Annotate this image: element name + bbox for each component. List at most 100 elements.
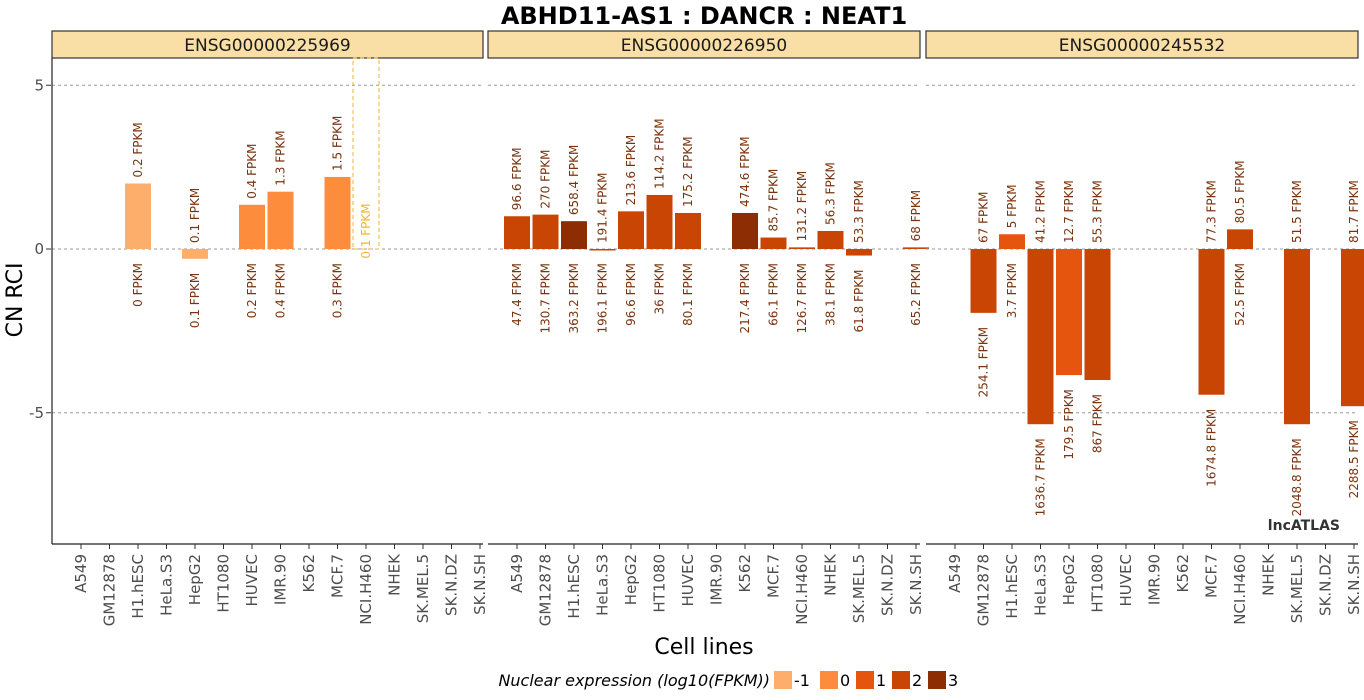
x-tick-label: H1.hESC [565,554,583,619]
y-axis-label: CN RCI [3,263,28,338]
y-tick-label: 5 [34,76,44,94]
bar [903,247,929,249]
x-tick-label: SK.N.SH [471,554,489,615]
x-tick-label: GM12878 [537,554,555,626]
x-tick-label: GM12878 [101,554,119,626]
chart-title: ABHD11-AS1 : DANCR : NEAT1 [501,2,907,30]
x-tick-label: HT1080 [651,554,669,613]
legend-swatch [856,671,874,689]
bar [675,212,701,249]
bar-label-cytoplasmic: 363.2 FPKM [567,263,581,334]
bar-label-cytoplasmic: 65.2 FPKM [909,263,923,326]
bar-label-nuclear: 81.7 FPKM [1347,180,1361,243]
bar [760,237,787,249]
bar-label-cytoplasmic: 36 FPKM [653,263,667,314]
bar-label-nuclear: 5 FPKM [1005,184,1019,228]
bar-label-cytoplasmic: 2048.8 FPKM [1290,438,1304,516]
bar-label-cytoplasmic: 0.2 FPKM [245,263,259,318]
x-tick-label: H1.hESC [1003,554,1021,619]
bar [267,191,294,249]
x-tick-label: SK.MEL.5 [1288,554,1306,623]
x-tick-label: HT1080 [1089,554,1107,613]
bar-label-cytoplasmic: 1674.8 FPKM [1205,409,1219,487]
bar-label-cytoplasmic: 96.6 FPKM [624,263,638,326]
bar-label-nuclear: 191.4 FPKM [596,172,610,243]
x-tick-label: MCF.7 [1203,554,1221,598]
bar [999,234,1025,249]
x-tick-label: NHEK [1260,553,1278,596]
legend-label: 3 [948,671,958,690]
bar-label-nuclear: 114.2 FPKM [653,118,667,189]
bar [970,249,997,313]
legend-swatch [774,671,792,689]
x-tick-label: IMR.90 [272,554,290,605]
x-tick-label: SK.N.DZ [1317,554,1335,616]
bar [618,211,644,249]
bar-label-cytoplasmic: 867 FPKM [1091,394,1105,453]
x-tick-label: A549 [946,554,964,593]
x-tick-label: HepG2 [186,554,204,605]
bar-label-outlined: 0.1 FPKM [359,203,373,258]
x-tick-label: SK.MEL.5 [414,554,432,623]
bar-label-nuclear: 1.5 FPKM [331,116,345,171]
bar-label-nuclear: 41.2 FPKM [1034,180,1048,243]
bar-label-nuclear: 67 FPKM [977,192,991,243]
bar [1341,249,1364,407]
bar-label-nuclear: 474.6 FPKM [738,136,752,207]
bar [817,230,844,249]
x-tick-label: HT1080 [215,554,233,613]
bar-label-cytoplasmic: 38.1 FPKM [824,263,838,326]
x-tick-label: HepG2 [1060,554,1078,605]
bar [1084,249,1111,380]
bar-label-cytoplasmic: 80.1 FPKM [681,263,695,326]
x-tick-label: HeLa.S3 [1032,554,1050,616]
panel-strip [925,30,1359,59]
x-tick-label: A549 [72,554,90,593]
y-tick-label: -5 [29,404,44,422]
bar [646,194,673,249]
x-tick-label: NCI.H460 [793,554,811,625]
x-tick-label: SK.N.DZ [879,554,897,616]
bar [239,204,265,249]
x-tick-label: SK.N.SH [907,554,925,615]
x-tick-label: MCF.7 [765,554,783,598]
bar [1198,249,1225,395]
x-tick-label: HUVEC [1117,554,1135,606]
x-tick-label: NCI.H460 [1231,554,1249,625]
bar-label-nuclear: 51.5 FPKM [1290,180,1304,243]
x-tick-label: HepG2 [622,554,640,605]
bar-label-cytoplasmic: 66.1 FPKM [767,263,781,326]
x-tick-label: NHEK [386,553,404,596]
bar-label-cytoplasmic: 47.4 FPKM [510,263,524,326]
bar-label-cytoplasmic: 130.7 FPKM [539,263,553,334]
legend-label: 2 [912,671,922,690]
bar [732,212,758,249]
bar [1027,249,1054,425]
bar-label-cytoplasmic: 2288.5 FPKM [1347,420,1361,498]
bar-label-cytoplasmic: 0.3 FPKM [331,263,345,318]
bar-label-cytoplasmic: 0 FPKM [131,263,145,307]
bar-label-nuclear: 175.2 FPKM [681,136,695,207]
bar-label-cytoplasmic: 196.1 FPKM [596,263,610,334]
bar [125,183,151,249]
bar [182,249,208,259]
bar-label-nuclear: 68 FPKM [909,190,923,241]
x-tick-label: SK.MEL.5 [850,554,868,623]
bar-label-nuclear: 658.4 FPKM [567,145,581,216]
x-tick-label: A549 [508,554,526,593]
bar-label-cytoplasmic: 217.4 FPKM [738,263,752,334]
bar [504,216,530,249]
panel-strip [51,30,484,59]
bar-label-cytoplasmic: 126.7 FPKM [795,263,809,334]
x-tick-label: K562 [736,554,754,592]
x-tick-label: IMR.90 [708,554,726,605]
x-tick-label: SK.N.SH [1345,554,1363,615]
bar-outline [352,57,380,250]
bar-label-nuclear: 55.3 FPKM [1091,180,1105,243]
bar-label-cytoplasmic: 61.8 FPKM [852,270,866,333]
bar-label-nuclear: 270 FPKM [539,150,553,209]
bar-label-nuclear: 53.3 FPKM [852,180,866,243]
bar-label-nuclear: 80.5 FPKM [1233,160,1247,223]
bar [1284,249,1310,425]
